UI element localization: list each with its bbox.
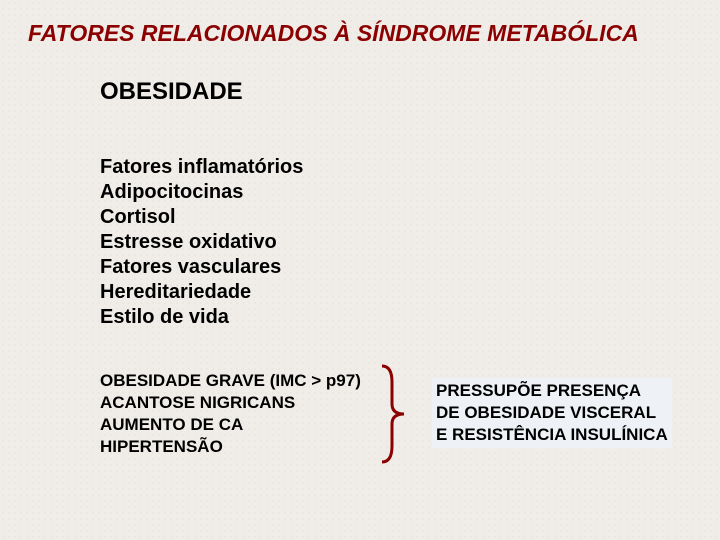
slide-title: FATORES RELACIONADOS À SÍNDROME METABÓLI… [28, 20, 639, 47]
factor-item: Estilo de vida [100, 305, 303, 330]
clinical-item: OBESIDADE GRAVE (IMC > p97) [100, 370, 361, 392]
implication-line: DE OBESIDADE VISCERAL [436, 402, 668, 424]
factor-item: Fatores inflamatórios [100, 155, 303, 180]
implication-line: PRESSUPÕE PRESENÇA [436, 380, 668, 402]
factor-item: Fatores vasculares [100, 255, 303, 280]
factor-item: Estresse oxidativo [100, 230, 303, 255]
implication-line: E RESISTÊNCIA INSULÍNICA [436, 424, 668, 446]
clinical-list: OBESIDADE GRAVE (IMC > p97)ACANTOSE NIGR… [100, 370, 361, 458]
factor-item: Adipocitocinas [100, 180, 303, 205]
clinical-item: AUMENTO DE CA [100, 414, 361, 436]
implication-text: PRESSUPÕE PRESENÇADE OBESIDADE VISCERALE… [432, 378, 672, 448]
subheading-obesidade: OBESIDADE [100, 78, 243, 106]
factor-item: Hereditariedade [100, 280, 303, 305]
brace-path [382, 366, 404, 462]
clinical-item: ACANTOSE NIGRICANS [100, 392, 361, 414]
factor-item: Cortisol [100, 205, 303, 230]
slide: FATORES RELACIONADOS À SÍNDROME METABÓLI… [0, 0, 720, 540]
curly-brace-icon [378, 364, 408, 464]
factors-list: Fatores inflamatóriosAdipocitocinasCorti… [100, 155, 303, 330]
clinical-item: HIPERTENSÃO [100, 436, 361, 458]
